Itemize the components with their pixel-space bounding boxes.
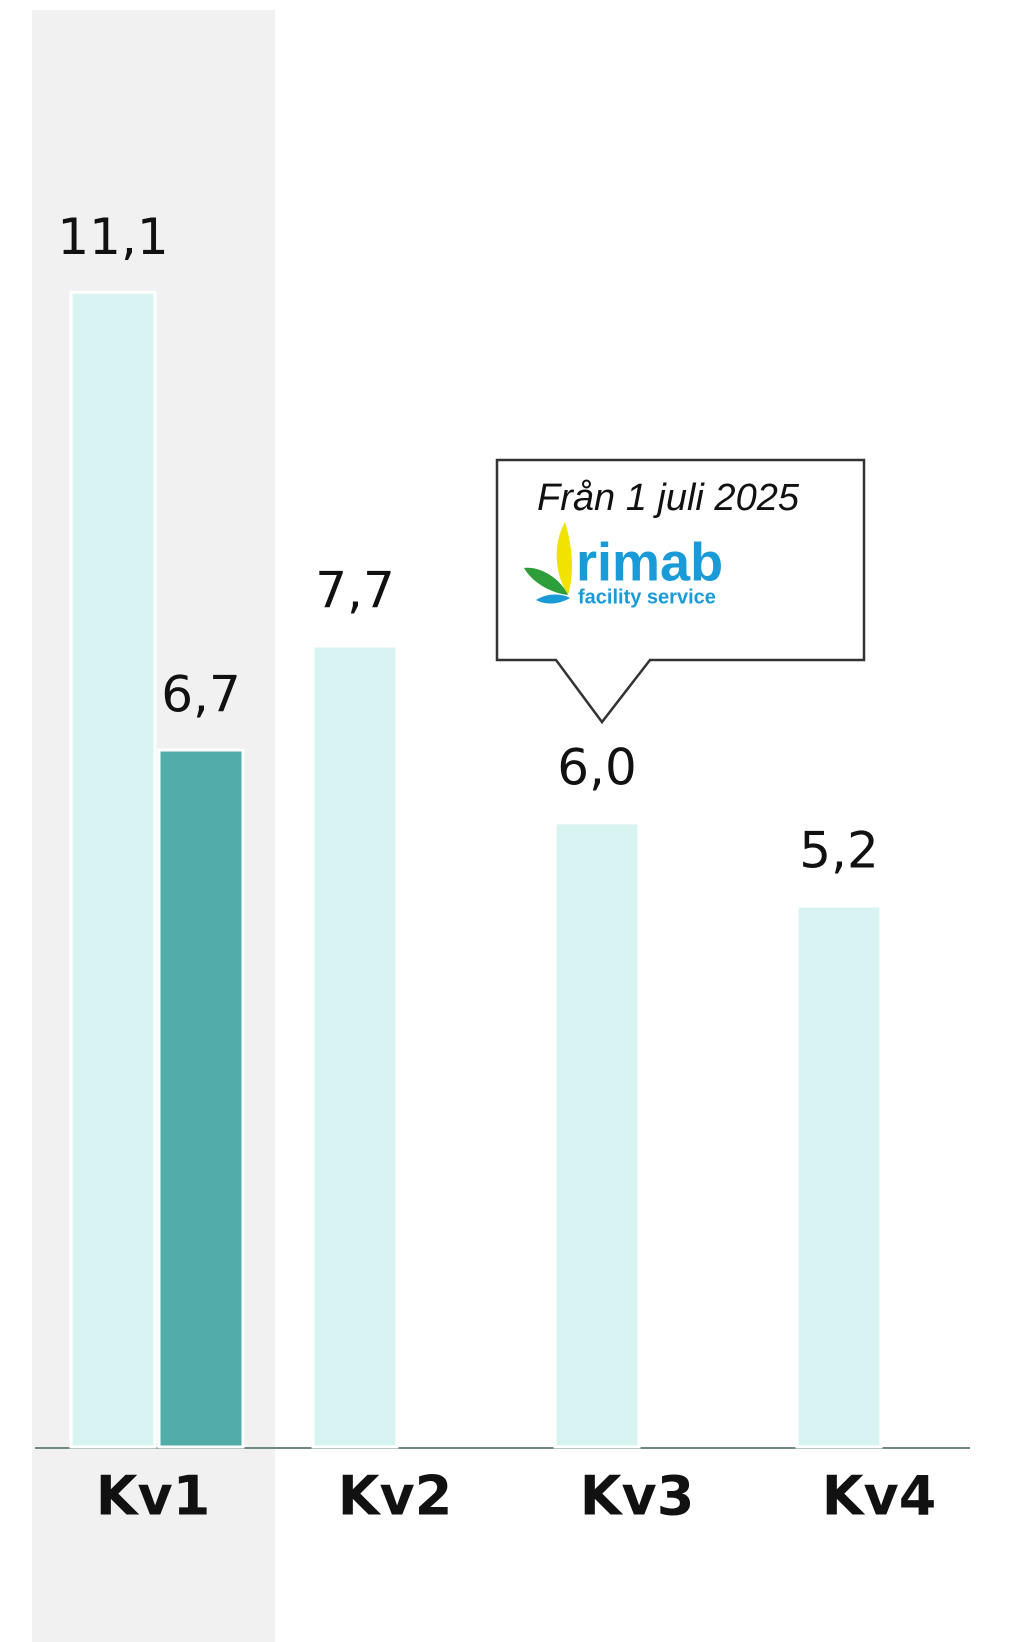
bar (69, 290, 157, 1449)
callout-text: Från 1 juli 2025 (537, 477, 800, 519)
x-tick-label: Kv2 (338, 1465, 453, 1528)
logo-leaf (536, 594, 570, 604)
bar (311, 644, 399, 1449)
bar (795, 904, 883, 1449)
bar (553, 821, 641, 1449)
x-tick-label: Kv4 (822, 1465, 937, 1528)
value-label: 5,2 (799, 822, 879, 880)
logo-leaf (556, 522, 572, 595)
bar (157, 748, 245, 1449)
value-label: 7,7 (315, 561, 395, 619)
x-tick-label: Kv3 (580, 1465, 695, 1528)
x-tick-label: Kv1 (96, 1465, 211, 1528)
value-label: 6,0 (557, 738, 637, 796)
logo-name: rimab (576, 532, 723, 592)
logo-tagline: facility service (578, 586, 716, 608)
value-label: 6,7 (161, 666, 241, 724)
callout: Från 1 juli 2025 rimab facility service (495, 458, 866, 725)
callout-box (495, 458, 866, 725)
logo-leaf (524, 567, 568, 595)
value-label: 11,1 (57, 208, 168, 266)
